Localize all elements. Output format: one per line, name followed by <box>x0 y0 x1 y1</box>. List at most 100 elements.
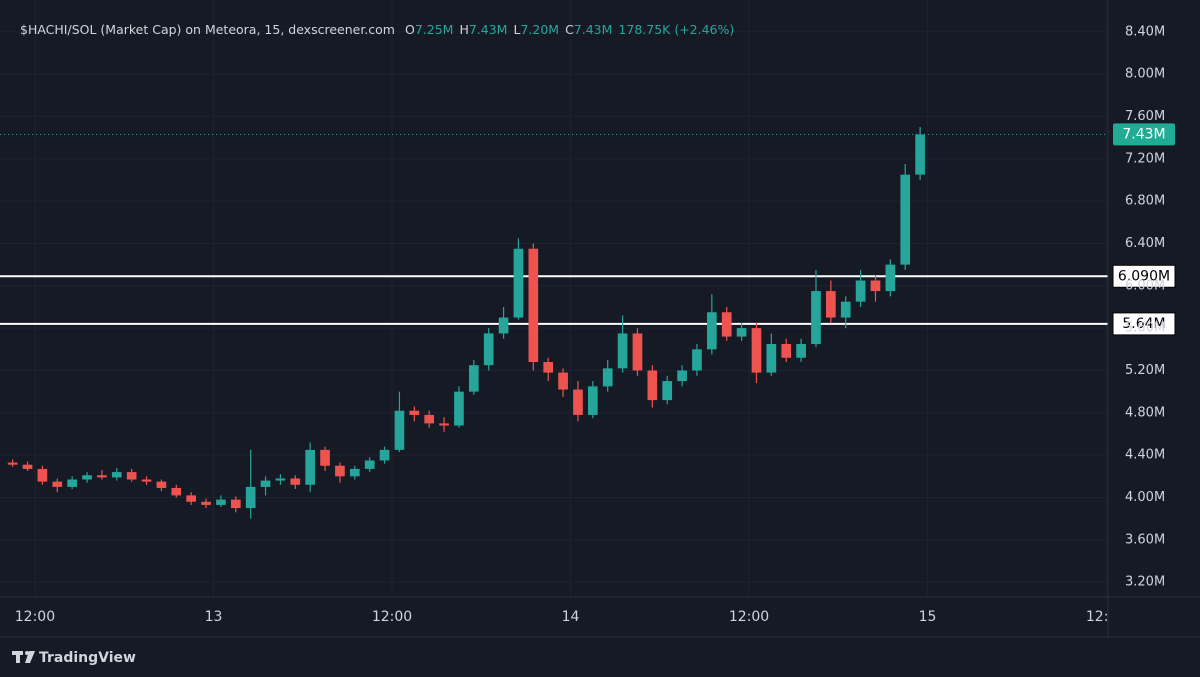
candle-body <box>126 472 137 480</box>
title: $HACHI/SOL (Market Cap) on Meteora, 15, … <box>20 22 395 37</box>
candle-body <box>811 291 821 345</box>
legend-value: 7.20M <box>520 22 559 37</box>
candle-body <box>751 328 762 373</box>
candle-body <box>602 368 613 387</box>
last-price-box <box>1113 123 1175 146</box>
candle-body <box>900 174 911 265</box>
level-label: 6.090M <box>1118 268 1170 284</box>
candle-body <box>692 349 702 371</box>
candle-body <box>573 389 583 415</box>
level-box <box>1112 312 1176 336</box>
candle-body <box>454 391 464 426</box>
candle-body <box>617 333 628 369</box>
y-tick-label: 3.60M <box>1125 532 1165 547</box>
y-tick-label: 8.00M <box>1125 67 1165 82</box>
candle-body <box>305 449 316 485</box>
y-tick-label: 5.60M <box>1125 321 1165 336</box>
candle-body <box>543 362 554 373</box>
candle-body <box>870 280 881 292</box>
candle-body <box>781 344 792 358</box>
legend-value: 7.43M <box>574 22 613 37</box>
candle-body <box>186 495 196 502</box>
y-tick-label: 6.40M <box>1125 236 1165 251</box>
y-axis: 3.20M 3.60M 4.00M 4.40M 4.80M 5.20M 5.60M 6.00M… <box>1125 24 1165 589</box>
candle-body <box>379 449 390 461</box>
x-tick-label: 12:00 <box>729 609 769 625</box>
candle-body <box>37 468 48 482</box>
candle-body <box>394 410 405 450</box>
candle-body <box>141 479 152 482</box>
x-tick-label: 12:00 <box>15 609 55 625</box>
brand: TradingView <box>39 650 136 666</box>
candle-body <box>245 486 256 509</box>
candle-body <box>201 501 211 505</box>
y-tick-label: 7.20M <box>1125 151 1165 166</box>
candle-body <box>632 333 643 371</box>
last-price-label: 7.43M <box>1122 126 1165 142</box>
level-box <box>1112 264 1176 288</box>
x-tick-label: 13 <box>205 609 223 625</box>
candle-body <box>915 134 925 175</box>
candle-body <box>97 475 107 478</box>
y-tick-label: 4.40M <box>1125 448 1165 463</box>
candle-body <box>156 481 167 488</box>
candles <box>7 127 925 519</box>
candle-body <box>513 248 524 318</box>
candle-body <box>67 479 77 487</box>
y-tick-label: 4.80M <box>1125 405 1165 420</box>
y-tick-label: 6.80M <box>1125 194 1165 209</box>
candle-body <box>707 312 717 350</box>
candle-body <box>662 381 673 401</box>
candle-body <box>483 333 494 366</box>
header: $HACHI/SOL (Market Cap) on Meteora, 15, … <box>20 22 734 37</box>
candle-body <box>320 449 330 466</box>
y-tick-label: 4.00M <box>1125 490 1165 505</box>
candle-body <box>766 344 777 373</box>
candle-body <box>840 301 851 318</box>
candle-body <box>82 475 92 480</box>
candle-body <box>409 410 420 415</box>
y-tick-label: 7.60M <box>1125 109 1165 124</box>
candle-body <box>647 370 658 401</box>
candle-body <box>677 370 687 382</box>
x-axis: 12:00 13 12:00 14 12:00 15 12:00 <box>15 609 1126 625</box>
candle-body <box>528 248 539 363</box>
candle-body <box>216 499 226 505</box>
candle-body <box>335 465 345 477</box>
legend-value: 7.43M <box>469 22 508 37</box>
candle-body <box>171 487 182 496</box>
candle-body <box>796 344 806 358</box>
x-tick-label: 14 <box>562 609 580 625</box>
candle-body <box>558 372 568 390</box>
brand-logo <box>12 651 35 663</box>
legend-key: L <box>513 22 520 37</box>
x-tick-label: 12:00 <box>372 609 412 625</box>
candle-body <box>349 468 360 477</box>
level-label: 5.64M <box>1122 316 1165 332</box>
y-tick-label: 8.40M <box>1125 24 1165 39</box>
grid <box>0 0 1108 597</box>
x-tick-label: 15 <box>919 609 937 625</box>
candle-body <box>826 291 836 318</box>
candle-body <box>885 264 896 292</box>
candle-body <box>364 460 375 469</box>
candle-body <box>290 478 301 485</box>
candle-body <box>52 481 63 487</box>
candle-body <box>275 478 286 481</box>
candle-body <box>230 499 241 509</box>
candle-body <box>855 280 866 302</box>
x-tick-label: 12:00 <box>1086 609 1126 625</box>
legend-key: H <box>459 22 468 37</box>
candle-body <box>439 423 449 426</box>
candle-body <box>498 317 509 334</box>
y-tick-label: 3.20M <box>1125 575 1165 590</box>
y-tick-label: 6.00M <box>1125 278 1165 293</box>
levels: 7.43M 6.090M 5.64M <box>0 123 1176 336</box>
legend-key: C <box>565 22 574 37</box>
candle-body <box>260 480 271 487</box>
legend-key: O <box>405 22 415 37</box>
candle-body <box>7 462 18 465</box>
